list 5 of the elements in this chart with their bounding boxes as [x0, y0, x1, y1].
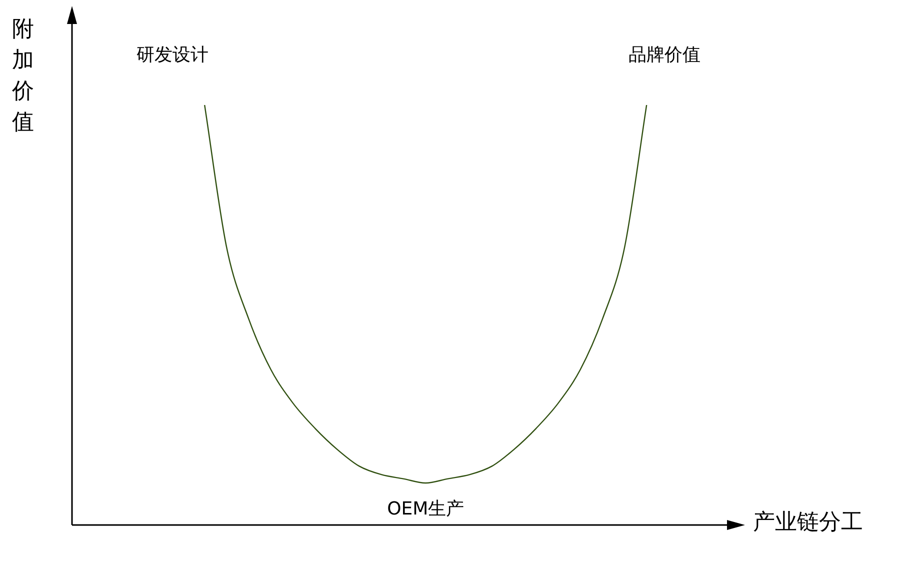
text: 品牌价值	[628, 44, 701, 66]
y-axis-title: 附加价值	[11, 16, 35, 137]
text: 研发设计	[136, 44, 209, 66]
annotation: OEM生产	[387, 498, 464, 520]
x-axis-title: 产业链分工	[753, 509, 863, 537]
